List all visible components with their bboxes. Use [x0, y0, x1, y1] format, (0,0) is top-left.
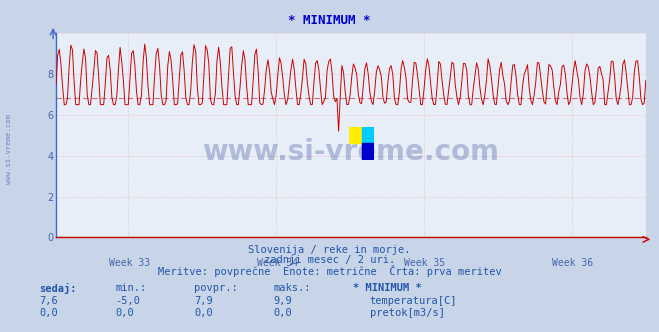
Bar	[362, 143, 374, 160]
Bar	[362, 126, 374, 143]
Text: sedaj:: sedaj:	[40, 283, 77, 294]
Text: Week 33: Week 33	[109, 258, 150, 268]
Text: Week 35: Week 35	[404, 258, 445, 268]
Text: * MINIMUM *: * MINIMUM *	[353, 283, 421, 293]
Bar	[349, 126, 362, 143]
Text: min.:: min.:	[115, 283, 146, 293]
Text: Slovenija / reke in morje.: Slovenija / reke in morje.	[248, 245, 411, 255]
Text: 7,6: 7,6	[40, 296, 58, 306]
Text: www.si-vreme.com: www.si-vreme.com	[202, 138, 500, 166]
Text: maks.:: maks.:	[273, 283, 311, 293]
Text: -5,0: -5,0	[115, 296, 140, 306]
Text: temperatura[C]: temperatura[C]	[370, 296, 457, 306]
Text: povpr.:: povpr.:	[194, 283, 238, 293]
Text: 0,0: 0,0	[40, 308, 58, 318]
Text: 0,0: 0,0	[194, 308, 213, 318]
Text: 0,0: 0,0	[115, 308, 134, 318]
Text: Week 34: Week 34	[256, 258, 298, 268]
Text: zadnji mesec / 2 uri.: zadnji mesec / 2 uri.	[264, 255, 395, 265]
Text: Week 36: Week 36	[552, 258, 592, 268]
Text: www.si-vreme.com: www.si-vreme.com	[5, 115, 12, 184]
Text: 0,0: 0,0	[273, 308, 292, 318]
Text: * MINIMUM *: * MINIMUM *	[288, 14, 371, 27]
Text: 7,9: 7,9	[194, 296, 213, 306]
Text: 9,9: 9,9	[273, 296, 292, 306]
Text: Meritve: povprečne  Enote: metrične  Črta: prva meritev: Meritve: povprečne Enote: metrične Črta:…	[158, 265, 501, 277]
Text: pretok[m3/s]: pretok[m3/s]	[370, 308, 445, 318]
